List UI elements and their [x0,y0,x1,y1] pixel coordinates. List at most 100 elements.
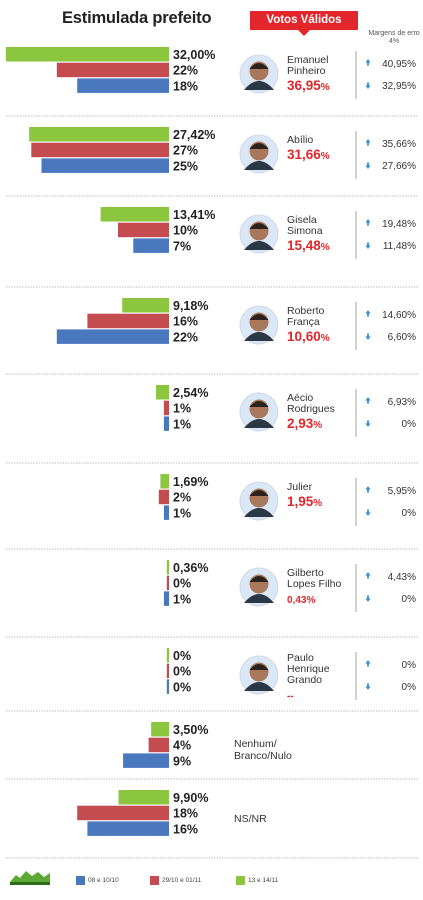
category-label: NS/NR [234,813,267,825]
candidate-name: Roberto [287,305,325,317]
margin-upper: 4,43% [388,572,416,583]
bar-series-2 [118,222,169,238]
category-label: Branco/Nulo [234,750,292,762]
bar-value-label: 1,69% [173,475,208,489]
bar-series-2 [166,663,169,679]
candidate-avatar [239,54,279,94]
bar-series-2 [148,737,169,753]
bar-series-2 [87,313,169,329]
bar-value-label: 9,90% [173,791,208,805]
bar-value-label: 25% [173,159,198,173]
legend-item-s1: 08 e 10/10 [76,876,119,885]
bar-series-1 [166,560,169,575]
candidate-avatar [239,481,279,521]
arrow-down-icon [365,683,371,690]
bar-series-1 [166,648,169,663]
candidate-name: Abílio [287,134,313,146]
margin-of-error-note: Margens de erro 4% [368,30,420,45]
chart-title: Estimulada prefeito [62,9,212,27]
percent-sign: % [321,151,330,162]
percent-sign: % [313,420,322,431]
bar-value-label: 1% [173,592,191,606]
votos-validos-value: 31,66% [287,147,330,162]
candidate-name: Rodrigues [287,403,335,415]
margin-lower: 11,48% [383,241,416,252]
bar-series-3 [166,679,169,694]
candidate-row: 9,90% 18%16% NS/NR [77,790,267,836]
bar-series-3 [77,78,169,93]
votos-validos-badge: Votos Válidos [250,11,358,36]
bar-series-3 [163,591,169,606]
bar-series-3 [133,238,169,253]
margin-lower: 27,66% [382,161,416,172]
bar-series-1 [151,722,169,737]
candidate-row: 3,50% 4%9% Nenhum/Branco/Nulo [6,722,418,780]
arrow-down-icon [365,162,371,169]
candidate-name: Pinheiro [287,65,326,77]
candidate-avatar [239,305,279,345]
legend-swatch [236,876,245,885]
bar-value-label: 22% [173,64,198,78]
arrow-down-icon [365,595,371,602]
bar-value-label: 27,42% [173,128,215,142]
votos-validos-value: -- [287,691,294,702]
bar-series-1 [5,47,169,62]
bar-value-label: 16% [173,315,198,329]
bar-series-2 [56,62,169,78]
candidate-name: Gisela [287,214,317,226]
bar-value-label: 0% [173,649,191,663]
votos-validos-value: 1,95% [287,494,322,509]
publisher-logo [10,871,50,885]
bar-value-label: 1% [173,506,191,520]
margin-lower: 0% [402,594,417,605]
margin-upper: 40,95% [382,59,416,70]
bar-value-label: 18% [173,807,198,821]
arrow-down-icon [365,242,371,249]
percent-sign: % [321,82,330,93]
bar-value-label: 3,50% [173,723,208,737]
bar-series-2 [166,575,169,591]
candidate-name: Grando [287,674,322,686]
candidate-name: França [287,316,320,328]
margin-upper: 35,66% [382,139,416,150]
bar-series-3 [163,416,169,431]
bar-value-label: 1% [173,402,191,416]
arrow-down-icon [365,420,371,427]
legend-swatch [76,876,85,885]
bar-value-label: 16% [173,822,198,836]
bar-series-2 [77,805,169,821]
candidate-name: Emanuel [287,54,328,66]
bar-value-label: 22% [173,330,198,344]
margin-upper: 6,93% [388,397,416,408]
arrow-up-icon [365,572,371,579]
bar-series-3 [163,505,169,520]
bar-series-1 [29,127,169,142]
arrow-up-icon [365,139,371,146]
arrow-up-icon [365,660,371,667]
bar-series-1 [156,385,169,400]
arrow-down-icon [365,509,371,516]
bar-value-label: 10% [173,224,198,238]
votos-validos-value: 10,60% [287,329,330,344]
bar-series-3 [87,821,169,836]
arrow-up-icon [365,219,371,226]
legend-item-s3: 13 e 14/11 [236,876,278,885]
candidate-name: Lopes Filho [287,578,341,590]
legend-item-s2: 29/10 e 01/11 [150,876,201,885]
candidate-name: Gilberto [287,567,324,579]
bar-value-label: 27% [173,144,198,158]
candidate-avatar [239,392,279,432]
percent-sign: % [321,333,330,344]
candidate-avatar [239,134,279,174]
bar-value-label: 2,54% [173,386,208,400]
arrow-up-icon [365,59,371,66]
bar-series-2 [31,142,169,158]
margin-lower: 0% [402,508,417,519]
